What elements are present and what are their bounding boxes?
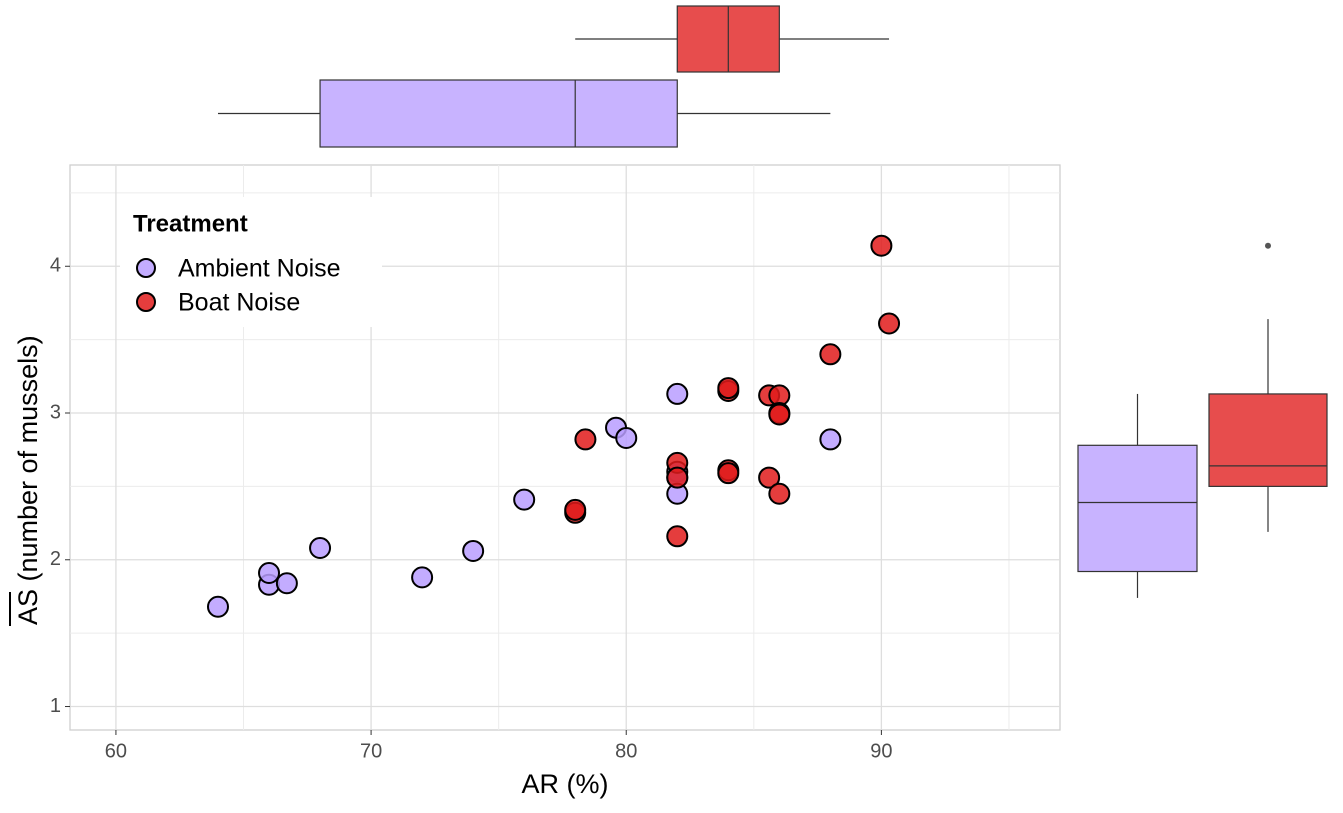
box	[1077, 444, 1198, 573]
point	[819, 343, 842, 366]
legend-title: Treatment	[133, 210, 248, 237]
marginal-boxplots	[217, 5, 1328, 598]
y-axis-title: AS (number of mussels)	[13, 335, 43, 625]
legend: Ambient Noise Boat Noise	[136, 255, 341, 317]
point	[564, 498, 587, 521]
grid: 60 70 80 90 1 2 3 4	[50, 165, 1060, 762]
point	[819, 428, 842, 451]
box	[1208, 393, 1328, 487]
point	[878, 312, 901, 335]
y-tick-label: 1	[50, 695, 61, 717]
point	[870, 234, 893, 257]
outlier	[1265, 242, 1271, 249]
x-tick-label: 70	[360, 740, 382, 762]
point	[462, 539, 485, 562]
point	[717, 462, 740, 485]
point	[574, 428, 597, 451]
y-tick-label: 3	[50, 401, 61, 423]
point	[615, 426, 638, 449]
x-tick-label: 80	[615, 740, 637, 762]
point	[717, 377, 740, 400]
point	[758, 466, 781, 489]
point	[768, 482, 791, 505]
legend-marker	[136, 258, 156, 278]
point	[309, 537, 332, 560]
point	[513, 488, 536, 511]
x-tick-label: 90	[870, 740, 892, 762]
legend-label: Ambient Noise	[178, 255, 341, 283]
legend-box	[120, 197, 382, 327]
point	[768, 403, 791, 426]
point	[666, 382, 689, 405]
point	[666, 525, 689, 548]
points	[206, 234, 901, 618]
box	[319, 79, 678, 148]
point	[666, 466, 689, 489]
point	[275, 572, 298, 595]
legend-label: Boat Noise	[178, 289, 300, 317]
legend-marker	[136, 292, 156, 312]
point	[258, 561, 281, 584]
x-axis-title: AR (%)	[522, 769, 609, 799]
point	[206, 595, 229, 618]
x-tick-label: 60	[105, 740, 127, 762]
y-tick-label: 4	[50, 255, 61, 277]
y-tick-label: 2	[50, 548, 61, 570]
point	[411, 566, 434, 589]
